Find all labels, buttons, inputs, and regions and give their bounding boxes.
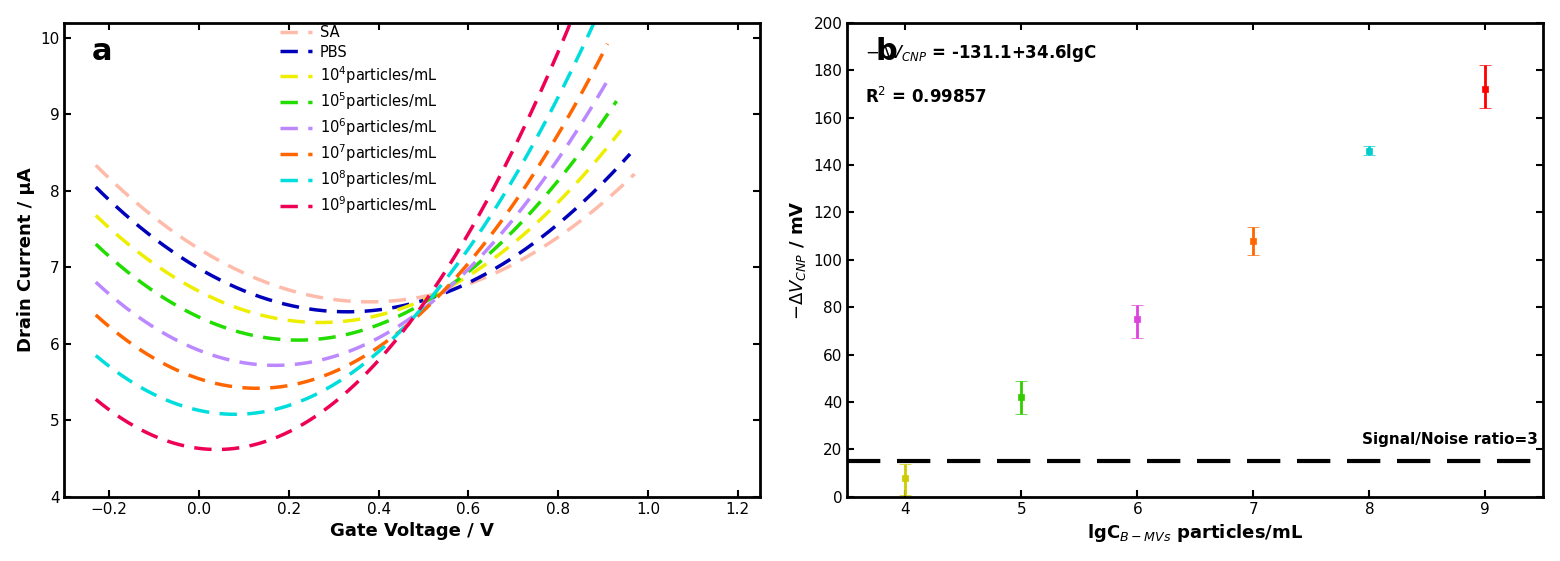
- Legend: SA, PBS, 10$^4$particles/mL, 10$^5$particles/mL, 10$^6$particles/mL, 10$^7$parti: SA, PBS, 10$^4$particles/mL, 10$^5$parti…: [281, 25, 437, 216]
- Text: a: a: [92, 37, 112, 66]
- Y-axis label: Drain Current / μA: Drain Current / μA: [17, 168, 34, 352]
- Text: $-\Delta V_{CNP}$ = -131.1+34.6lgC: $-\Delta V_{CNP}$ = -131.1+34.6lgC: [864, 42, 1097, 63]
- Text: b: b: [875, 37, 897, 66]
- Y-axis label: $-\Delta V_{CNP}$ / mV: $-\Delta V_{CNP}$ / mV: [788, 200, 808, 320]
- X-axis label: Gate Voltage / V: Gate Voltage / V: [331, 522, 495, 540]
- Text: Signal/Noise ratio=3: Signal/Noise ratio=3: [1362, 432, 1538, 447]
- Text: R$^2$ = 0.99857: R$^2$ = 0.99857: [864, 87, 987, 107]
- X-axis label: lgC$_{B-MVs}$ particles/mL: lgC$_{B-MVs}$ particles/mL: [1087, 522, 1304, 544]
